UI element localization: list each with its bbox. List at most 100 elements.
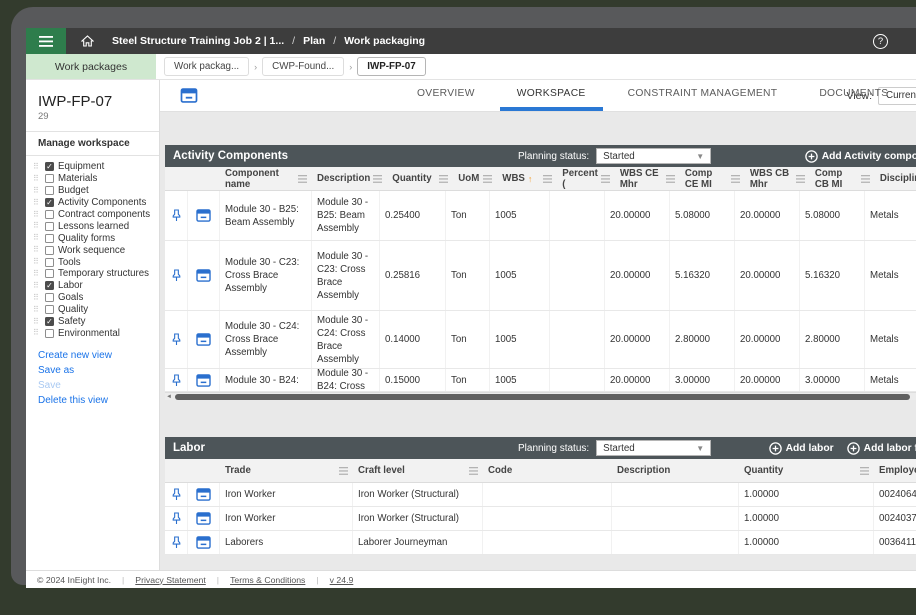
table-row[interactable]: Module 30 - C24: Cross Brace Assembly Mo…	[165, 311, 916, 369]
checkbox-unchecked[interactable]	[45, 293, 54, 303]
sidebar-item-environmental[interactable]: ⠿ Environmental	[33, 327, 120, 339]
sidebar-item-equipment[interactable]: ⠿Equipment	[33, 161, 159, 173]
drag-handle-icon[interactable]: ⠿	[33, 280, 39, 290]
add-labor-from-button[interactable]: Add labor fr	[846, 441, 916, 455]
planning-status-dropdown[interactable]: Started ▼	[596, 440, 712, 456]
checkbox-unchecked[interactable]	[45, 221, 54, 231]
checkbox-unchecked[interactable]	[45, 328, 54, 338]
filter-menu-icon[interactable]	[598, 174, 610, 183]
col-wbs[interactable]: WBS ↑	[497, 167, 557, 190]
sidebar-item-labor[interactable]: ⠿Labor	[33, 280, 159, 292]
drag-handle-icon[interactable]: ⠿	[33, 221, 39, 231]
table-row[interactable]: Iron Worker Iron Worker (Structural) 1.0…	[165, 483, 916, 507]
sidebar-item-temporary-structures[interactable]: ⠿ Temporary structures	[33, 268, 149, 280]
hamburger-menu-button[interactable]	[26, 28, 66, 54]
pin-icon[interactable]	[165, 507, 188, 530]
checkbox-checked[interactable]	[45, 317, 54, 327]
create-new-view-link[interactable]: Create new view	[38, 350, 112, 362]
card-icon[interactable]	[188, 507, 220, 530]
filter-menu-icon[interactable]	[663, 174, 675, 183]
col-code[interactable]: Code	[488, 465, 513, 476]
filter-menu-icon[interactable]	[370, 174, 383, 183]
col-quantity[interactable]: Quantity	[387, 167, 453, 190]
pin-icon[interactable]	[165, 483, 188, 506]
drag-handle-icon[interactable]: ⠿	[33, 197, 39, 207]
breadcrumb-work-packaging[interactable]: Work packaging	[344, 35, 426, 47]
chip-iwp[interactable]: IWP-FP-07	[357, 57, 426, 76]
scroll-left-arrow-icon[interactable]: ◄	[166, 394, 172, 400]
horizontal-scrollbar[interactable]: ◄	[165, 392, 916, 400]
pin-icon[interactable]	[165, 191, 188, 240]
col-quantity[interactable]: Quantity	[739, 459, 874, 482]
col-description[interactable]: Description	[312, 167, 387, 190]
sidebar-item-budget[interactable]: ⠿ Budget	[33, 185, 89, 197]
checkbox-unchecked[interactable]	[45, 269, 54, 279]
help-icon[interactable]: ?	[873, 33, 888, 49]
breadcrumb-project[interactable]: Steel Structure Training Job 2 | 1...	[112, 35, 285, 47]
drag-handle-icon[interactable]: ⠿	[33, 304, 39, 314]
sort-ascending-icon[interactable]: ↑	[527, 173, 533, 184]
tab-workspace[interactable]: WORKSPACE	[499, 80, 603, 111]
checkbox-unchecked[interactable]	[45, 186, 54, 196]
card-icon[interactable]	[188, 483, 220, 506]
col-wbs-ce-mhr[interactable]: WBS CE Mhr	[615, 167, 680, 190]
checkbox-unchecked[interactable]	[45, 174, 54, 184]
checkbox-unchecked[interactable]	[45, 233, 54, 243]
col-comp-ce-mhr[interactable]: Comp CE MI	[680, 167, 745, 190]
home-button[interactable]	[66, 35, 108, 47]
col-comp-cb-mhr[interactable]: Comp CB MI	[810, 167, 875, 190]
chip-work-packages[interactable]: Work packag...	[164, 57, 250, 76]
drag-handle-icon[interactable]: ⠿	[33, 328, 39, 338]
col-craft-level[interactable]: Craft level	[353, 459, 483, 482]
col-discipline[interactable]: Discipline	[879, 173, 916, 184]
pin-icon[interactable]	[165, 241, 188, 310]
checkbox-checked[interactable]	[45, 198, 54, 208]
filter-menu-icon[interactable]	[336, 466, 348, 475]
card-icon[interactable]	[188, 369, 220, 391]
privacy-statement-link[interactable]: Privacy Statement	[135, 574, 206, 585]
table-row[interactable]: Module 30 - B24: Module 30 - B24: Cross …	[165, 369, 916, 392]
drag-handle-icon[interactable]: ⠿	[33, 233, 39, 243]
pin-icon[interactable]	[165, 531, 188, 554]
card-icon[interactable]	[188, 531, 220, 554]
tab-constraint-management[interactable]: CONSTRAINT MANAGEMENT	[627, 88, 778, 99]
sidebar-item-materials[interactable]: ⠿ Materials	[33, 173, 98, 185]
table-row[interactable]: Laborers Laborer Journeyman 1.00000 0036…	[165, 531, 916, 555]
drag-handle-icon[interactable]: ⠿	[33, 316, 39, 326]
card-view-icon[interactable]	[180, 88, 198, 103]
filter-menu-icon[interactable]	[540, 174, 553, 183]
filter-menu-icon[interactable]	[793, 174, 805, 183]
col-trade[interactable]: Trade	[220, 459, 353, 482]
view-dropdown[interactable]: Curren	[878, 86, 916, 105]
sidebar-item-contract-components[interactable]: ⠿ Contract components	[33, 209, 151, 220]
filter-menu-icon[interactable]	[857, 466, 869, 475]
work-packages-tab[interactable]: Work packages	[26, 54, 156, 79]
sidebar-item-lessons-learned[interactable]: ⠿ Lessons learned	[33, 220, 130, 232]
drag-handle-icon[interactable]: ⠿	[33, 173, 39, 183]
card-icon[interactable]	[188, 191, 220, 240]
col-component-name[interactable]: Component name	[220, 167, 312, 190]
scrollbar-thumb[interactable]	[175, 394, 910, 400]
table-row[interactable]: Module 30 - C23: Cross Brace Assembly Mo…	[165, 241, 916, 311]
checkbox-unchecked[interactable]	[45, 257, 54, 267]
terms-conditions-link[interactable]: Terms & Conditions	[230, 574, 306, 585]
chip-cwp[interactable]: CWP-Found...	[262, 57, 345, 76]
drag-handle-icon[interactable]: ⠿	[33, 161, 39, 171]
checkbox-checked[interactable]	[45, 162, 54, 172]
tab-documents[interactable]: DOCUMENTS	[819, 88, 889, 99]
drag-handle-icon[interactable]: ⠿	[33, 245, 39, 255]
sidebar-item-goals[interactable]: ⠿ Goals	[33, 292, 84, 304]
checkbox-unchecked[interactable]	[45, 210, 54, 219]
filter-menu-icon[interactable]	[436, 174, 449, 183]
col-uom[interactable]: UoM	[453, 167, 497, 190]
version-link[interactable]: v 24.9	[329, 574, 354, 585]
table-row[interactable]: Module 30 - B25: Beam Assembly Module 30…	[165, 191, 916, 241]
filter-menu-icon[interactable]	[858, 174, 870, 183]
add-activity-component-button[interactable]: Add Activity compo	[804, 149, 916, 163]
col-percent[interactable]: Percent (	[557, 167, 615, 190]
col-description[interactable]: Description	[617, 465, 671, 476]
col-wbs-cb-mhr[interactable]: WBS CB Mhr	[745, 167, 810, 190]
add-labor-button[interactable]: Add labor	[768, 441, 834, 455]
checkbox-checked[interactable]	[45, 281, 54, 291]
sidebar-item-work-sequence[interactable]: ⠿ Work sequence	[33, 244, 126, 256]
